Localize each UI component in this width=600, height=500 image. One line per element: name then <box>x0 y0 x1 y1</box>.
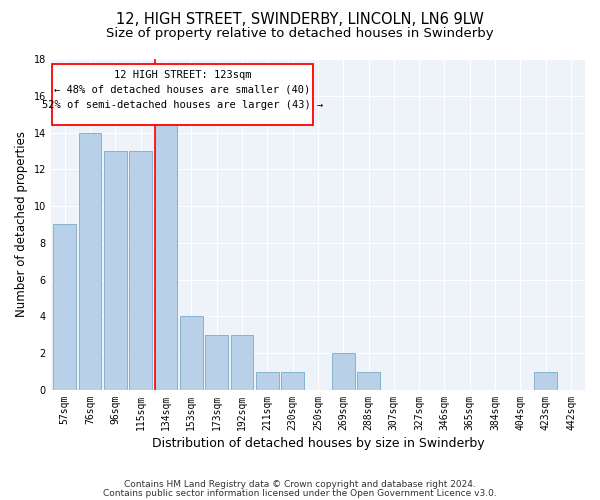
Text: Contains HM Land Registry data © Crown copyright and database right 2024.: Contains HM Land Registry data © Crown c… <box>124 480 476 489</box>
Text: 52% of semi-detached houses are larger (43) →: 52% of semi-detached houses are larger (… <box>42 100 323 110</box>
Y-axis label: Number of detached properties: Number of detached properties <box>15 132 28 318</box>
Bar <box>535 372 557 390</box>
Bar <box>281 372 304 390</box>
Bar <box>104 151 127 390</box>
Bar <box>357 372 380 390</box>
Bar <box>53 224 76 390</box>
Text: ← 48% of detached houses are smaller (40): ← 48% of detached houses are smaller (40… <box>55 84 311 94</box>
Bar <box>79 132 101 390</box>
Bar <box>256 372 278 390</box>
Text: Size of property relative to detached houses in Swinderby: Size of property relative to detached ho… <box>106 28 494 40</box>
Bar <box>180 316 203 390</box>
Bar <box>332 353 355 390</box>
Text: Contains public sector information licensed under the Open Government Licence v3: Contains public sector information licen… <box>103 488 497 498</box>
Bar <box>129 151 152 390</box>
Bar <box>205 335 228 390</box>
X-axis label: Distribution of detached houses by size in Swinderby: Distribution of detached houses by size … <box>152 437 484 450</box>
Text: 12 HIGH STREET: 123sqm: 12 HIGH STREET: 123sqm <box>113 70 251 80</box>
Bar <box>230 335 253 390</box>
FancyBboxPatch shape <box>52 64 313 125</box>
Bar <box>155 114 178 390</box>
Text: 12, HIGH STREET, SWINDERBY, LINCOLN, LN6 9LW: 12, HIGH STREET, SWINDERBY, LINCOLN, LN6… <box>116 12 484 28</box>
